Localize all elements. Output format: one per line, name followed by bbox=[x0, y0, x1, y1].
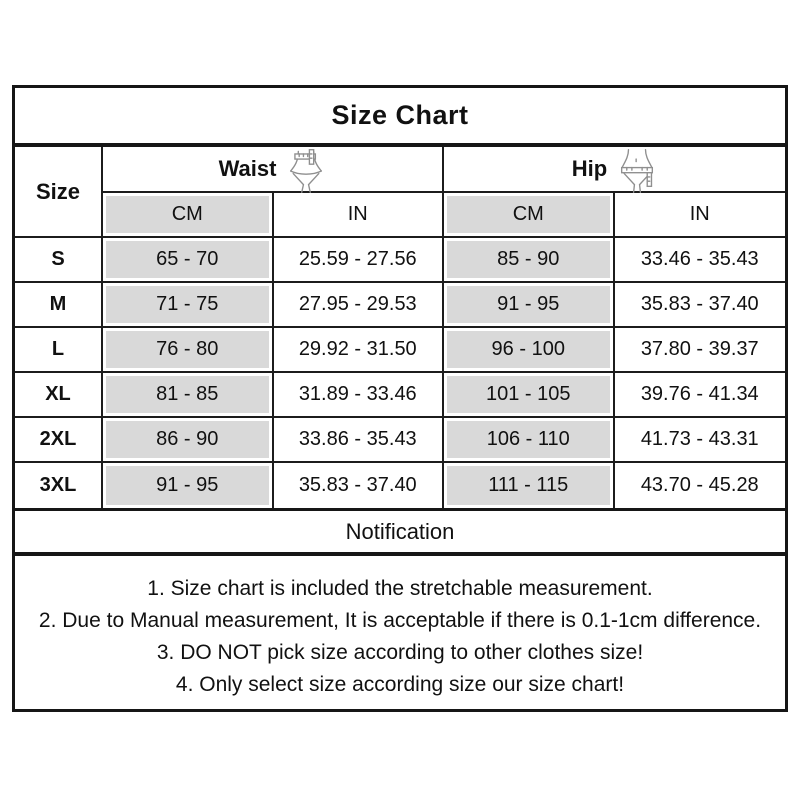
size-cell: L bbox=[15, 328, 103, 373]
hip-cm-unit-header: CM bbox=[444, 193, 615, 238]
waist-cm-cell: 65 - 70 bbox=[103, 238, 274, 283]
hip-cm-cell: 106 - 110 bbox=[444, 418, 615, 463]
waist-in-cell: 25.59 - 27.56 bbox=[273, 238, 444, 283]
waist-in-unit-header: IN bbox=[273, 193, 444, 238]
hip-cm-cell: 96 - 100 bbox=[444, 328, 615, 373]
waist-header-label: Waist bbox=[218, 156, 277, 181]
hip-in-cell: 33.46 - 35.43 bbox=[614, 238, 785, 283]
note-line: 4. Only select size according size our s… bbox=[175, 673, 625, 696]
notification-header: Notification bbox=[15, 508, 785, 556]
notification-notes: 1. Size chart is included the stretchabl… bbox=[15, 556, 785, 709]
size-cell: S bbox=[15, 238, 103, 283]
waist-measure-icon bbox=[286, 148, 326, 194]
size-cell: 2XL bbox=[15, 418, 103, 463]
size-cell: M bbox=[15, 283, 103, 328]
waist-group-header: Waist bbox=[103, 147, 444, 193]
hip-cm-cell: 111 - 115 bbox=[444, 463, 615, 508]
waist-in-cell: 31.89 - 33.46 bbox=[273, 373, 444, 418]
size-column-header: Size bbox=[15, 147, 103, 238]
waist-in-cell: 29.92 - 31.50 bbox=[273, 328, 444, 373]
page-title: Size Chart bbox=[15, 88, 785, 147]
waist-cm-unit-header: CM bbox=[103, 193, 274, 238]
waist-in-cell: 27.95 - 29.53 bbox=[273, 283, 444, 328]
waist-cm-cell: 71 - 75 bbox=[103, 283, 274, 328]
hip-in-cell: 41.73 - 43.31 bbox=[614, 418, 785, 463]
hip-in-cell: 43.70 - 45.28 bbox=[640, 474, 759, 496]
size-chart-panel: Size Chart Size Waist bbox=[12, 85, 788, 712]
hip-in-cell: 35.83 - 37.40 bbox=[614, 283, 785, 328]
waist-cm-cell: 91 - 95 bbox=[103, 463, 274, 508]
size-cell: 3XL bbox=[15, 463, 103, 508]
hip-cm-cell: 101 - 105 bbox=[444, 373, 615, 418]
waist-cm-cell: 86 - 90 bbox=[103, 418, 274, 463]
hip-cm-cell: 85 - 90 bbox=[444, 238, 615, 283]
hip-in-cell: 37.80 - 39.37 bbox=[614, 328, 785, 373]
hip-in-cell: 39.76 - 41.34 bbox=[614, 373, 785, 418]
note-line: 1. Size chart is included the stretchabl… bbox=[147, 577, 653, 600]
waist-cm-cell: 81 - 85 bbox=[103, 373, 274, 418]
note-line: 3. DO NOT pick size according to other c… bbox=[156, 641, 644, 664]
hip-in-unit-header: IN bbox=[614, 193, 785, 238]
hip-cm-cell: 91 - 95 bbox=[444, 283, 615, 328]
size-table: Size Waist Hip bbox=[15, 147, 785, 508]
waist-in-cell: 33.86 - 35.43 bbox=[273, 418, 444, 463]
hip-group-header: Hip bbox=[444, 147, 785, 193]
size-cell: XL bbox=[15, 373, 103, 418]
hip-measure-icon bbox=[617, 148, 657, 194]
note-line: 2. Due to Manual measurement, It is acce… bbox=[38, 609, 762, 632]
waist-cm-cell: 76 - 80 bbox=[103, 328, 274, 373]
hip-header-label: Hip bbox=[571, 156, 608, 181]
waist-in-cell: 35.83 - 37.40 bbox=[274, 463, 444, 508]
